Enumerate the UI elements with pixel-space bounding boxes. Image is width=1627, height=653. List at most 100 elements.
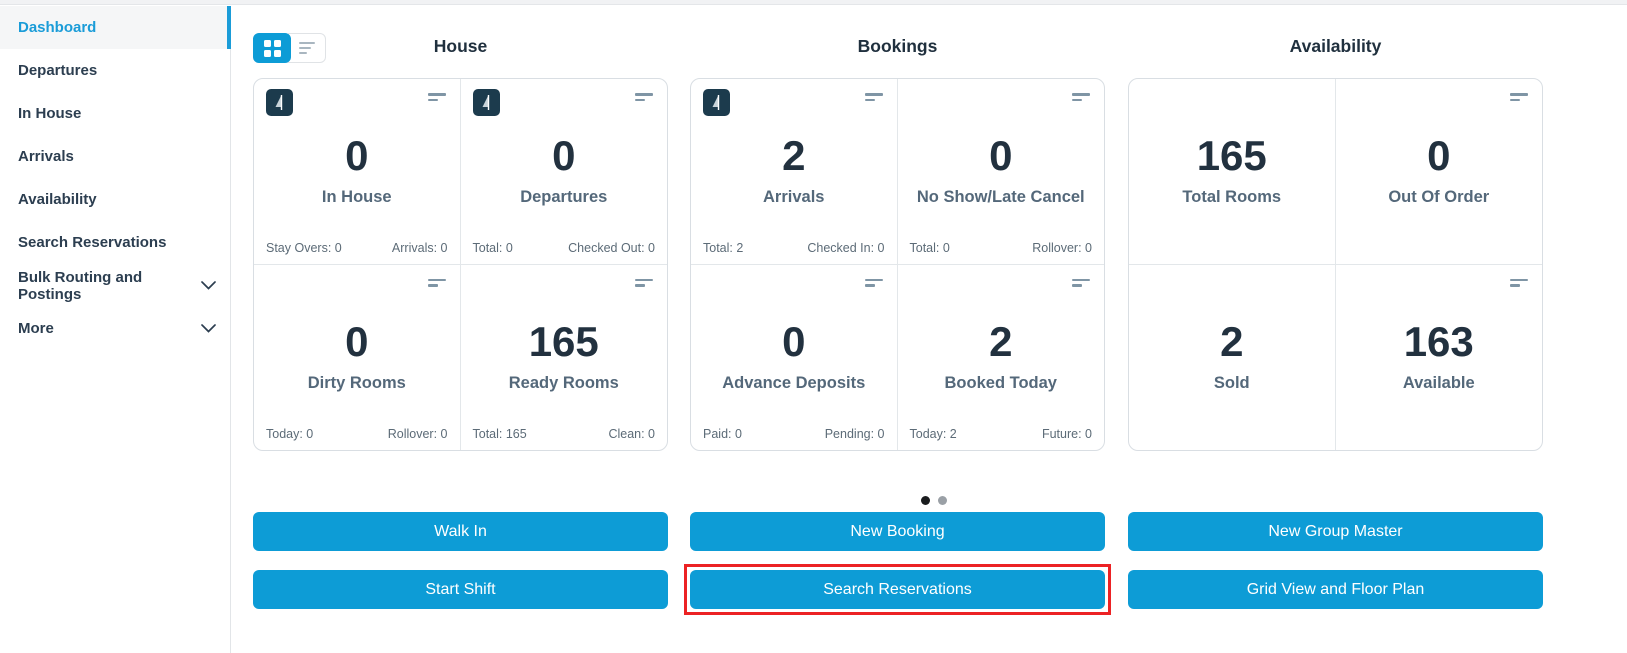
stat-card-no-show-late-cancel[interactable]: 0 No Show/Late Cancel Total: 0 Rollover:… [897,79,1104,265]
card-footer: Stay Overs: 0 Arrivals: 0 [266,241,448,255]
stat-label: Departures [520,188,608,206]
card-menu-icon[interactable] [1072,278,1090,287]
card-menu-icon[interactable] [635,93,653,101]
footer-stat-left: Total: 165 [472,427,527,441]
stat-value: 0 [1427,132,1451,179]
stat-label: Booked Today [944,373,1057,392]
footer-stat-left: Total: 0 [909,240,950,255]
carousel-pagination [726,496,1141,505]
card-footer: Total: 2 Checked In: 0 [703,241,885,255]
stat-label: Advance Deposits [722,373,866,392]
stat-value: 0 [345,132,369,179]
card-footer: Total: 0 Checked Out: 0 [473,241,656,255]
card-menu-icon[interactable] [864,278,883,287]
card-footer: Paid: 0 Pending: 0 [703,427,885,441]
top-header-edge [0,0,1627,5]
footer-stat-right: Checked Out: 0 [568,240,655,255]
bookings-panel: 2 Arrivals Total: 2 Checked In: 0 0 No S… [690,78,1105,451]
sidebar-item-label: Dashboard [18,19,97,36]
view-toggle [253,33,326,63]
footer-stat-right: Checked In: 0 [807,240,885,255]
footer-stat-left: Today: 2 [909,427,957,441]
new-booking-button[interactable]: New Booking [690,512,1105,551]
stat-value: 2 [782,132,806,179]
skyware-logo-icon [266,89,293,116]
stat-card-sold[interactable]: 2 Sold [1129,264,1336,450]
footer-stat-right: Pending: 0 [824,427,885,441]
pagination-dot-2[interactable] [937,496,947,505]
stat-value: 0 [989,132,1013,179]
grid-view-floor-plan-button[interactable]: Grid View and Floor Plan [1128,570,1543,609]
stat-card-departures[interactable]: 0 Departures Total: 0 Checked Out: 0 [460,79,667,265]
sidebar-item-arrivals[interactable]: Arrivals [0,135,230,178]
stat-label: No Show/Late Cancel [916,188,1085,206]
card-menu-icon[interactable] [1072,93,1090,101]
footer-stat-left: Today: 0 [266,427,314,441]
stat-card-total-rooms[interactable]: 165 Total Rooms [1129,79,1336,265]
sidebar-item-availability[interactable]: Availability [0,178,230,221]
card-menu-icon[interactable] [1510,278,1528,287]
card-menu-icon[interactable] [864,93,883,101]
search-reservations-button[interactable]: Search Reservations [690,570,1105,609]
card-menu-icon[interactable] [427,93,446,101]
stat-card-in-house[interactable]: 0 In House Stay Overs: 0 Arrivals: 0 [254,79,461,265]
pagination-dot-1[interactable] [920,496,930,505]
footer-stat-right: Arrivals: 0 [391,240,448,255]
stat-card-dirty-rooms[interactable]: 0 Dirty Rooms Today: 0 Rollover: 0 [254,264,461,450]
sidebar-item-bulk-routing-and-postings[interactable]: Bulk Routing and Postings [0,264,230,307]
stat-value: 165 [1196,132,1267,179]
stat-value: 165 [528,317,599,365]
grid-view-toggle-button[interactable] [253,33,291,63]
availability-panel: 165 Total Rooms 0 Out Of Order 2 Sold 16… [1128,78,1543,451]
sidebar-item-label: Search Reservations [18,234,167,251]
stat-value: 2 [1220,317,1244,365]
footer-stat-left: Total: 2 [703,240,744,255]
footer-stat-right: Future: 0 [1041,427,1092,441]
footer-stat-right: Clean: 0 [608,427,655,441]
stat-card-ready-rooms[interactable]: 165 Ready Rooms Total: 165 Clean: 0 [461,265,668,451]
stat-card-arrivals[interactable]: 2 Arrivals Total: 2 Checked In: 0 [691,79,898,265]
sidebar-item-label: Departures [18,62,98,79]
stat-card-advance-deposits[interactable]: 0 Advance Deposits Paid: 0 Pending: 0 [691,264,898,450]
sidebar-item-label: Bulk Routing and Postings [18,268,143,303]
new-group-master-button[interactable]: New Group Master [1128,512,1543,551]
stat-card-out-of-order[interactable]: 0 Out Of Order [1335,79,1542,265]
sidebar-item-departures[interactable]: Departures [0,49,230,92]
stat-label: In House [321,188,392,206]
chevron-down-icon [201,281,216,290]
stat-label: Dirty Rooms [307,373,406,392]
card-footer: Today: 2 Future: 0 [910,427,1093,441]
start-shift-button[interactable]: Start Shift [253,570,668,609]
card-footer: Today: 0 Rollover: 0 [266,427,448,441]
group-title-house: House [433,36,488,56]
list-view-icon [299,42,315,54]
stat-label: Sold [1213,373,1250,392]
sidebar-item-label: Availability [18,191,97,208]
walk-in-button[interactable]: Walk In [253,512,668,551]
footer-stat-left: Total: 0 [472,240,513,255]
footer-stat-right: Rollover: 0 [387,427,448,441]
sidebar-item-label: In House [18,105,82,122]
stat-label: Ready Rooms [508,373,619,392]
skyware-logo-icon [472,89,500,116]
chevron-down-icon [201,324,216,333]
card-menu-icon[interactable] [1510,93,1528,101]
stat-label: Total Rooms [1182,188,1282,206]
group-title-bookings: Bookings [857,36,938,56]
footer-stat-left: Stay Overs: 0 [266,240,342,255]
stat-card-booked-today[interactable]: 2 Booked Today Today: 2 Future: 0 [898,265,1105,451]
card-menu-icon[interactable] [635,278,653,287]
sidebar-item-dashboard[interactable]: Dashboard [0,6,231,49]
footer-stat-left: Paid: 0 [703,427,742,441]
card-menu-icon[interactable] [427,278,446,287]
stat-label: Arrivals [763,188,825,206]
card-footer: Total: 0 Rollover: 0 [910,241,1093,255]
sidebar-item-more[interactable]: More [0,307,230,350]
stat-card-available[interactable]: 163 Available [1336,265,1543,451]
sidebar-item-in-house[interactable]: In House [0,92,230,135]
stat-value: 0 [345,317,369,365]
stat-value: 2 [989,317,1013,365]
stat-label: Available [1402,373,1475,392]
sidebar-item-search-reservations[interactable]: Search Reservations [0,221,230,264]
stat-value: 0 [552,132,576,179]
